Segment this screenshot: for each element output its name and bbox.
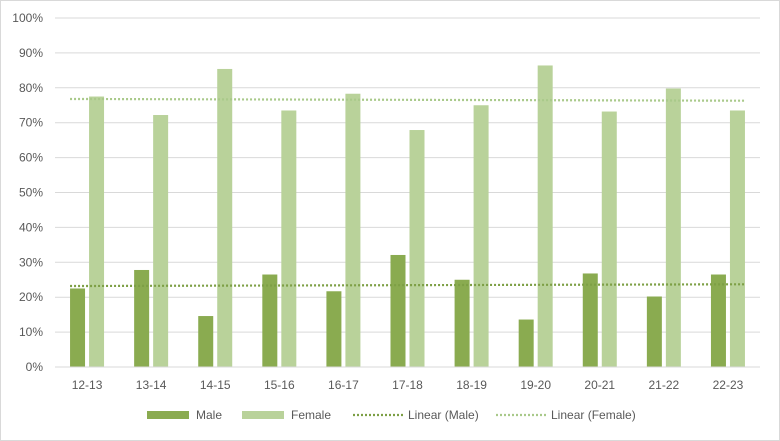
x-tick-label: 20-21 <box>584 378 615 392</box>
y-tick-label: 20% <box>19 290 43 304</box>
x-tick-label: 16-17 <box>328 378 359 392</box>
bar-female-21-22 <box>665 88 681 368</box>
y-tick-label: 10% <box>19 325 43 339</box>
y-tick-label: 0% <box>26 360 44 374</box>
legend-item-linear-female: Linear (Female) <box>496 408 636 422</box>
legend-label: Female <box>291 408 331 422</box>
x-tick-label: 21-22 <box>649 378 680 392</box>
bar-female-12-13 <box>89 96 105 368</box>
y-tick-label: 100% <box>12 11 43 25</box>
y-tick-label: 90% <box>19 46 43 60</box>
legend-item-female: Female <box>242 408 331 422</box>
bar-male-12-13 <box>70 288 86 367</box>
legend-swatch <box>242 411 284 419</box>
bar-female-22-23 <box>729 110 745 368</box>
bar-male-19-20 <box>518 319 534 367</box>
x-tick-label: 19-20 <box>520 378 551 392</box>
legend-label: Linear (Male) <box>408 408 479 422</box>
legend-label: Male <box>196 408 222 422</box>
bars <box>70 65 745 368</box>
y-tick-label: 80% <box>19 81 43 95</box>
y-tick-label: 70% <box>19 116 43 130</box>
y-tick-label: 50% <box>19 186 43 200</box>
trendlines <box>70 97 745 288</box>
bar-female-17-18 <box>409 130 425 367</box>
bar-male-20-21 <box>582 273 598 367</box>
bar-male-17-18 <box>390 254 406 367</box>
bar-female-16-17 <box>345 93 361 367</box>
x-axis-tick-labels: 12-13 13-14 14-15 15-16 16-17 17-18 18-19 19-20… <box>72 378 744 392</box>
y-tick-label: 40% <box>19 220 43 234</box>
legend-swatch <box>147 411 189 419</box>
bar-female-19-20 <box>537 65 553 368</box>
x-tick-label: 14-15 <box>200 378 231 392</box>
x-tick-label: 17-18 <box>392 378 423 392</box>
bar-male-21-22 <box>646 296 662 367</box>
x-tick-label: 15-16 <box>264 378 295 392</box>
x-tick-label: 22-23 <box>713 378 744 392</box>
bar-female-18-19 <box>473 105 489 367</box>
x-tick-label: 12-13 <box>72 378 103 392</box>
gridlines <box>55 17 760 333</box>
x-tick-label: 18-19 <box>456 378 487 392</box>
y-tick-label: 30% <box>19 255 43 269</box>
bar-female-15-16 <box>281 110 297 368</box>
bar-female-14-15 <box>217 68 233 367</box>
legend: Male Female Linear (Male) Linear (Female) <box>147 408 636 422</box>
trendline-female <box>70 97 745 102</box>
legend-label: Linear (Female) <box>551 408 636 422</box>
bar-female-13-14 <box>153 115 169 367</box>
bar-male-16-17 <box>326 291 342 367</box>
legend-item-male: Male <box>147 408 222 422</box>
legend-item-linear-male: Linear (Male) <box>353 408 479 422</box>
bar-male-22-23 <box>710 274 726 367</box>
bar-male-15-16 <box>262 274 278 367</box>
bar-male-13-14 <box>134 269 150 367</box>
y-tick-label: 60% <box>19 151 43 165</box>
x-tick-label: 13-14 <box>136 378 167 392</box>
y-axis-tick-labels: 0% 10% 20% 30% 40% 50% 60% 70% 80% 90% 100% <box>12 11 43 374</box>
bar-female-20-21 <box>601 111 617 367</box>
trendline-male <box>70 283 745 288</box>
bar-male-18-19 <box>454 279 470 367</box>
bar-male-14-15 <box>198 316 214 367</box>
